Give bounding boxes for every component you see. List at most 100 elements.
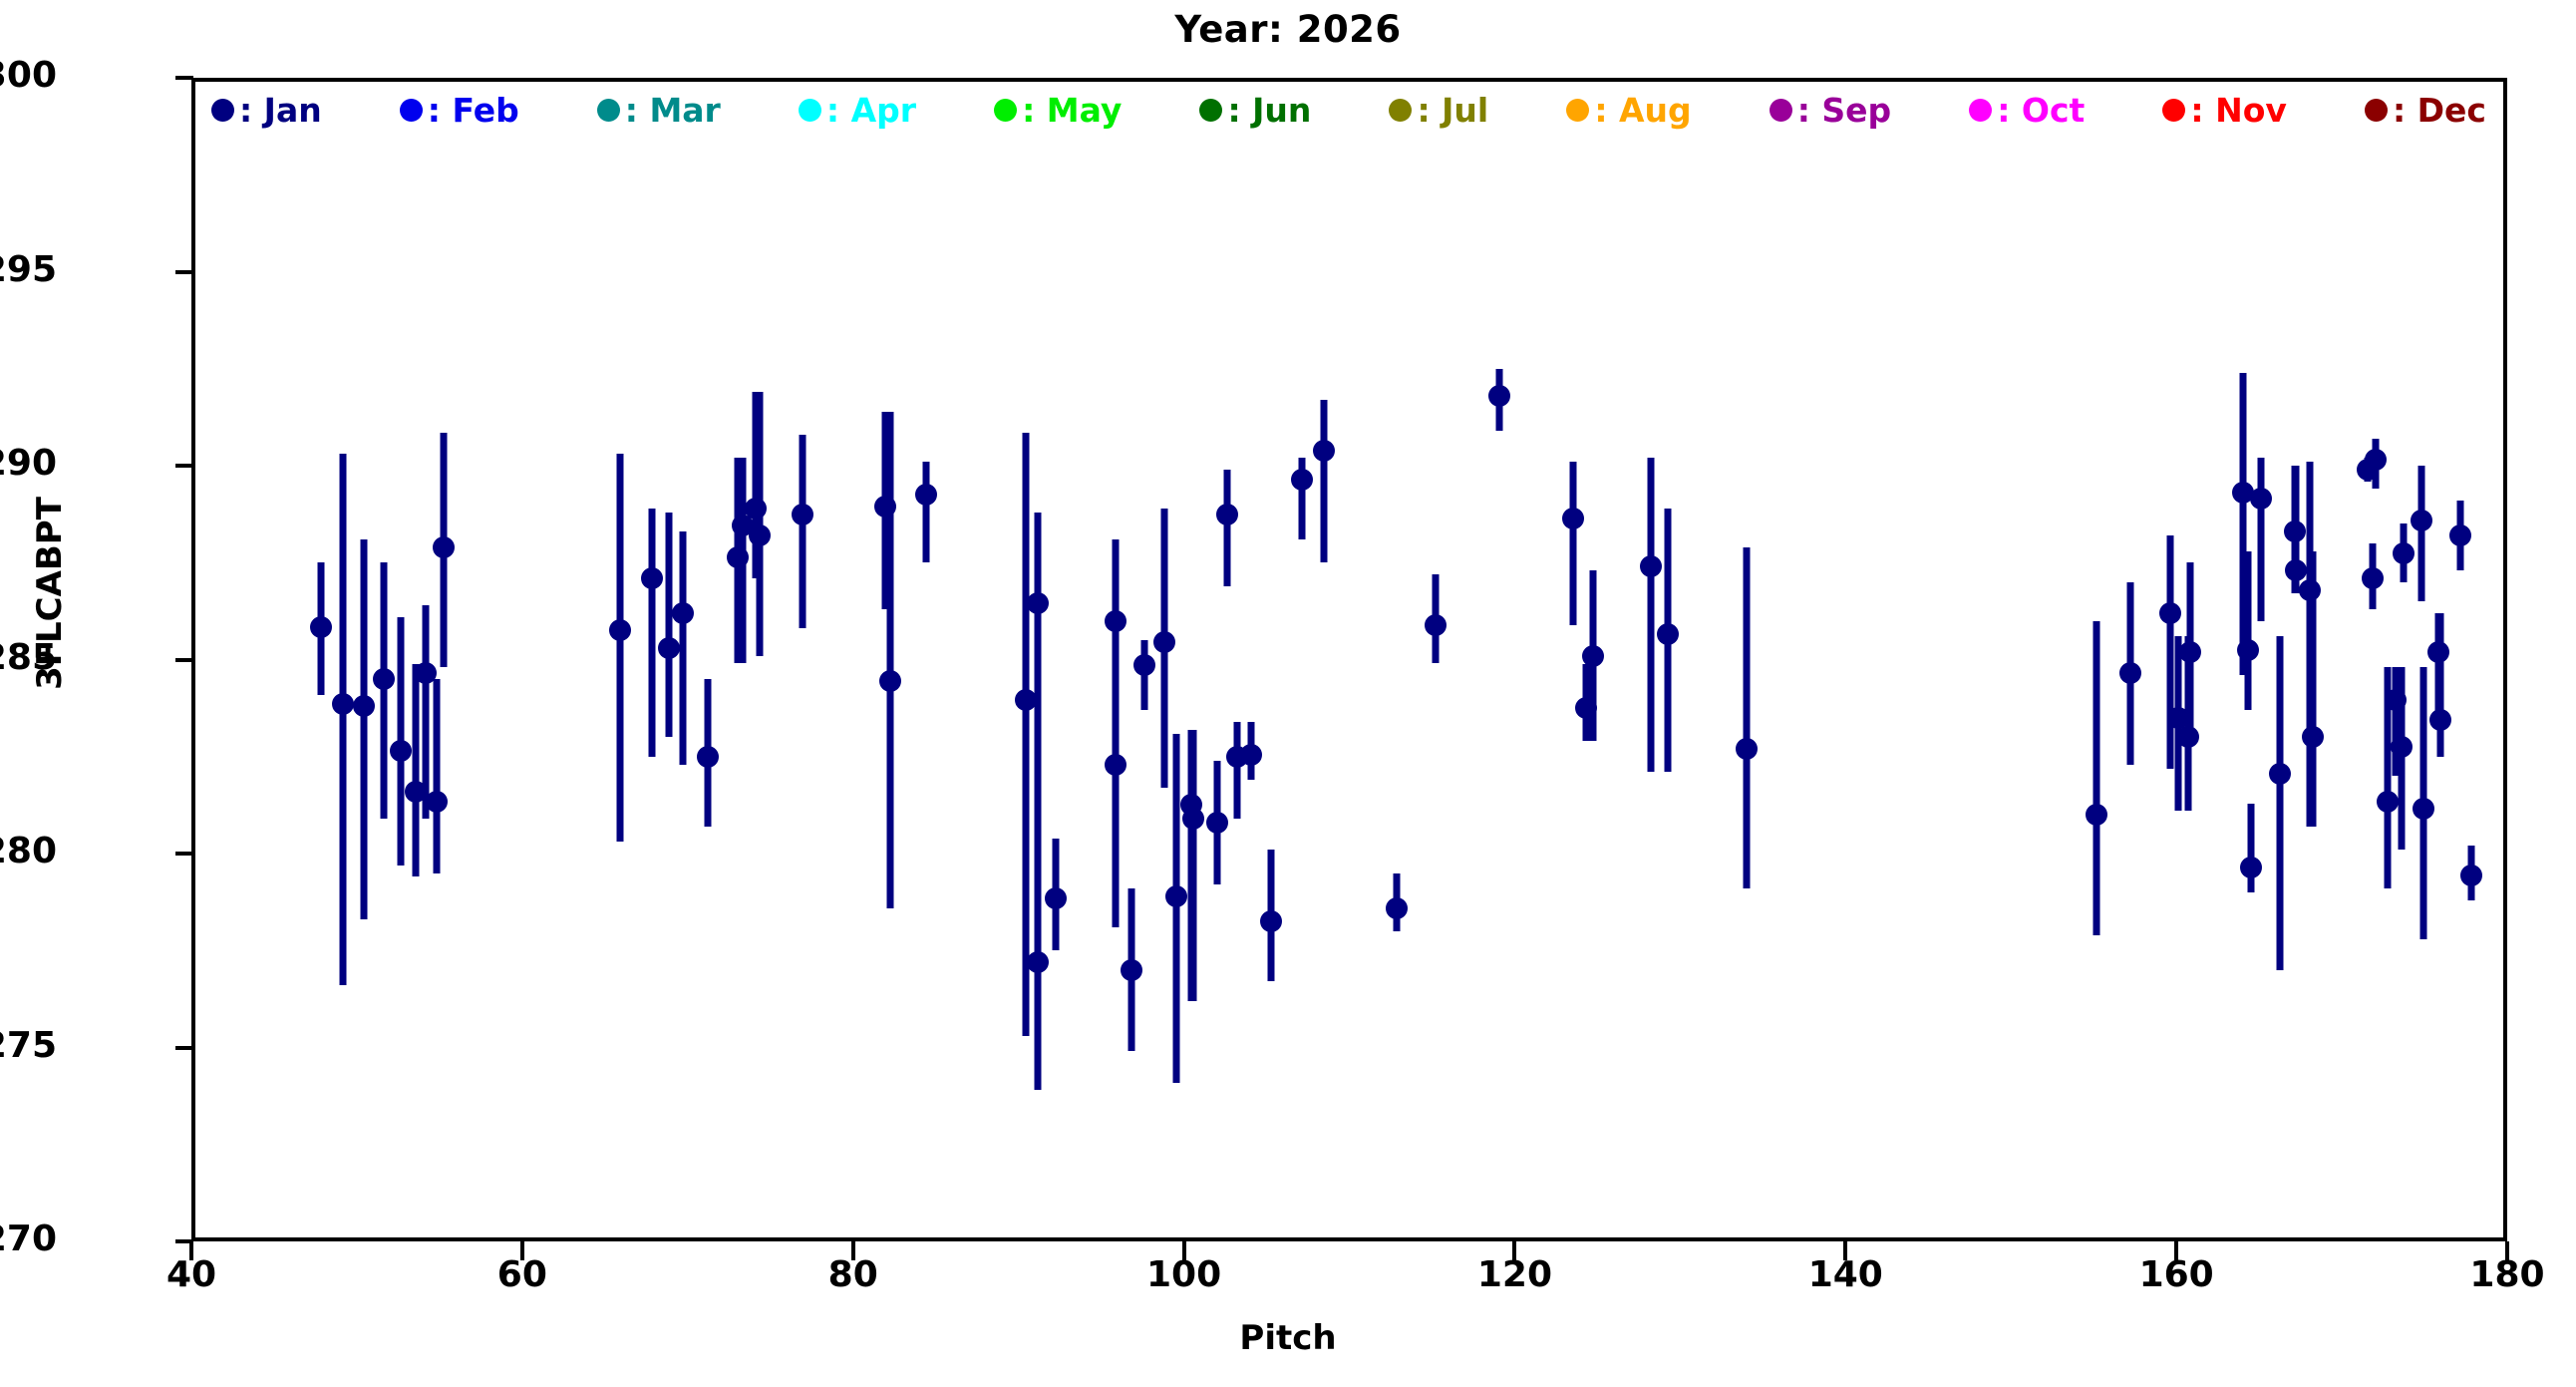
legend-marker-icon [798, 98, 821, 122]
legend-item-dec[interactable]: : Dec [2364, 91, 2486, 130]
data-point [1656, 623, 1679, 646]
data-point [732, 515, 755, 537]
data-point [2364, 449, 2387, 472]
error-bar [1112, 539, 1120, 928]
legend-item-oct[interactable]: : Oct [1969, 91, 2085, 130]
x-tick-label: 80 [827, 1254, 878, 1295]
error-bar [2276, 636, 2284, 970]
error-bar [380, 562, 388, 820]
error-bar [1569, 462, 1577, 625]
legend-marker-icon [994, 98, 1018, 122]
data-point [2167, 706, 2190, 729]
y-tick-label: 280 [0, 831, 57, 871]
data-point [2393, 541, 2415, 564]
data-point [2232, 482, 2255, 505]
x-tick-mark [519, 1241, 524, 1260]
legend-item-apr[interactable]: : Apr [798, 91, 916, 130]
data-point [2460, 864, 2483, 886]
x-tick-label: 180 [2469, 1254, 2545, 1295]
error-bar [739, 458, 747, 664]
legend-item-label: : Nov [2190, 90, 2287, 130]
legend-item-sep[interactable]: : Sep [1769, 91, 1891, 130]
y-tick-mark [175, 464, 193, 468]
data-point [1487, 385, 1510, 408]
data-point [1239, 743, 1262, 766]
error-bar [616, 454, 624, 843]
y-tick-label: 295 [0, 248, 57, 290]
data-point [2448, 524, 2471, 547]
chart-title: Year: 2026 [1174, 8, 1402, 51]
legend-item-feb[interactable]: : Feb [399, 91, 519, 130]
data-point [1121, 958, 1143, 981]
x-tick-mark [1843, 1241, 1848, 1260]
data-point [697, 745, 720, 768]
error-bar [886, 411, 894, 908]
legend-item-nov[interactable]: : Nov [2162, 91, 2287, 130]
data-point [2428, 708, 2451, 731]
y-tick-label: 285 [0, 636, 57, 678]
y-tick-mark [175, 657, 193, 662]
y-tick-mark [175, 852, 193, 856]
data-point [2285, 559, 2308, 582]
legend-item-mar[interactable]: : Mar [596, 91, 721, 130]
data-point [791, 503, 813, 525]
error-bar [1298, 458, 1306, 540]
error-bar [679, 531, 687, 765]
error-bar [2257, 458, 2265, 621]
x-tick-mark [1181, 1241, 1186, 1260]
data-point [640, 566, 663, 589]
data-point [353, 695, 376, 718]
data-point [915, 484, 938, 507]
error-bar [922, 462, 930, 563]
error-bar [2436, 612, 2444, 757]
data-point [310, 615, 333, 638]
x-tick-label: 140 [1807, 1254, 1883, 1295]
legend-item-jan[interactable]: : Jan [211, 91, 322, 130]
error-bar [2392, 667, 2400, 777]
error-bar [433, 679, 441, 873]
data-point [1640, 555, 1663, 578]
error-bar [422, 605, 430, 820]
data-point [657, 636, 680, 659]
data-point [1259, 910, 1282, 933]
data-point [748, 524, 771, 547]
y-tick-label: 300 [0, 55, 57, 96]
data-point [426, 790, 449, 813]
legend-marker-icon [1969, 98, 1993, 122]
legend-marker-icon [399, 98, 423, 122]
x-tick-mark [2505, 1241, 2509, 1260]
data-point [609, 619, 632, 642]
error-bar [648, 508, 656, 757]
x-tick-label: 40 [165, 1254, 217, 1295]
data-point [2376, 790, 2399, 813]
data-point [2301, 726, 2324, 749]
x-tick-mark [2174, 1241, 2179, 1260]
x-tick-label: 160 [2138, 1254, 2214, 1295]
error-bar [2384, 667, 2392, 889]
y-tick-mark [175, 269, 193, 274]
data-point [2119, 662, 2142, 685]
data-point [1026, 951, 1049, 974]
legend-item-may[interactable]: : May [994, 91, 1122, 130]
data-point [2240, 856, 2263, 878]
y-tick-mark [175, 1239, 193, 1243]
data-point [1425, 613, 1448, 636]
data-point [432, 535, 455, 558]
data-point [1216, 503, 1239, 525]
legend-item-label: : May [1022, 90, 1123, 130]
legend-item-label: : Jul [1417, 90, 1489, 130]
x-tick-mark [189, 1241, 193, 1260]
data-point [1133, 654, 1156, 677]
legend-item-aug[interactable]: : Aug [1566, 91, 1692, 130]
legend-item-jun[interactable]: : Jun [1199, 91, 1311, 130]
data-point [2237, 638, 2260, 661]
error-bar [412, 663, 420, 877]
legend-item-jul[interactable]: : Jul [1389, 91, 1488, 130]
error-bar [1647, 458, 1655, 773]
data-point [2411, 509, 2433, 531]
data-point [2391, 736, 2414, 759]
legend-marker-icon [2364, 98, 2388, 122]
error-bar [1034, 791, 1042, 1091]
error-bar [2309, 550, 2317, 827]
